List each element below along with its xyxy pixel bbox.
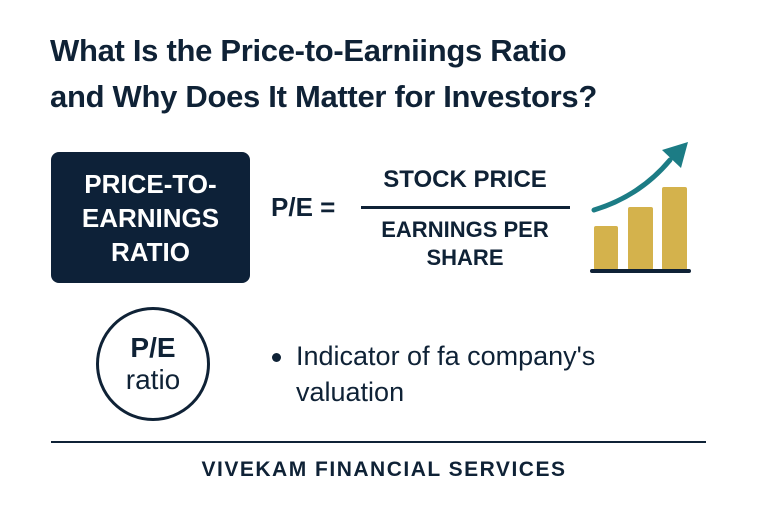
bar-1 — [594, 226, 618, 270]
formula-numerator: STOCK PRICE — [383, 166, 547, 193]
label-line-2: EARNINGS — [81, 202, 220, 233]
badge-line-1: P/E — [130, 332, 176, 363]
pe-ratio-label-box: PRICE-TO- EARNINGS RATIO — [51, 152, 250, 283]
fraction-bar — [361, 206, 570, 209]
badge-line-2: ratio — [125, 364, 181, 395]
denominator-line-1: EARNINGS PER — [381, 217, 549, 242]
bullet-item: Indicator of fa company's valuation — [272, 338, 692, 410]
bar-3 — [662, 187, 687, 270]
bar-chart-growth-icon — [585, 135, 700, 280]
baseline — [590, 269, 691, 273]
bar-2 — [628, 207, 653, 270]
trend-arrow-shaft — [591, 157, 673, 213]
bullet-dot-icon — [272, 353, 281, 362]
footer-divider — [51, 441, 706, 443]
brand-footer: VIVEKAM FINANCIAL SERVICES — [201, 458, 567, 481]
page-title: What Is the Price-to-Earniings Ratio and… — [50, 28, 730, 120]
label-line-3: RATIO — [111, 236, 190, 267]
bullet-line-1: Indicator of fa company's — [296, 341, 596, 371]
denominator-line-2: SHARE — [426, 245, 504, 270]
title-line-2: and Why Does It Matter for Investors? — [50, 79, 597, 114]
pe-ratio-badge: P/E ratio — [96, 307, 210, 421]
bullet-line-2: valuation — [296, 377, 405, 407]
label-line-1: PRICE-TO- — [84, 168, 217, 199]
title-line-1: What Is the Price-to-Earniings Ratio — [50, 33, 567, 68]
bullet-text: Indicator of fa company's valuation — [296, 338, 692, 410]
formula-denominator: EARNINGS PER SHARE — [360, 216, 570, 272]
trend-arrow-head — [662, 142, 688, 168]
formula-lhs: P/E = — [271, 192, 336, 222]
